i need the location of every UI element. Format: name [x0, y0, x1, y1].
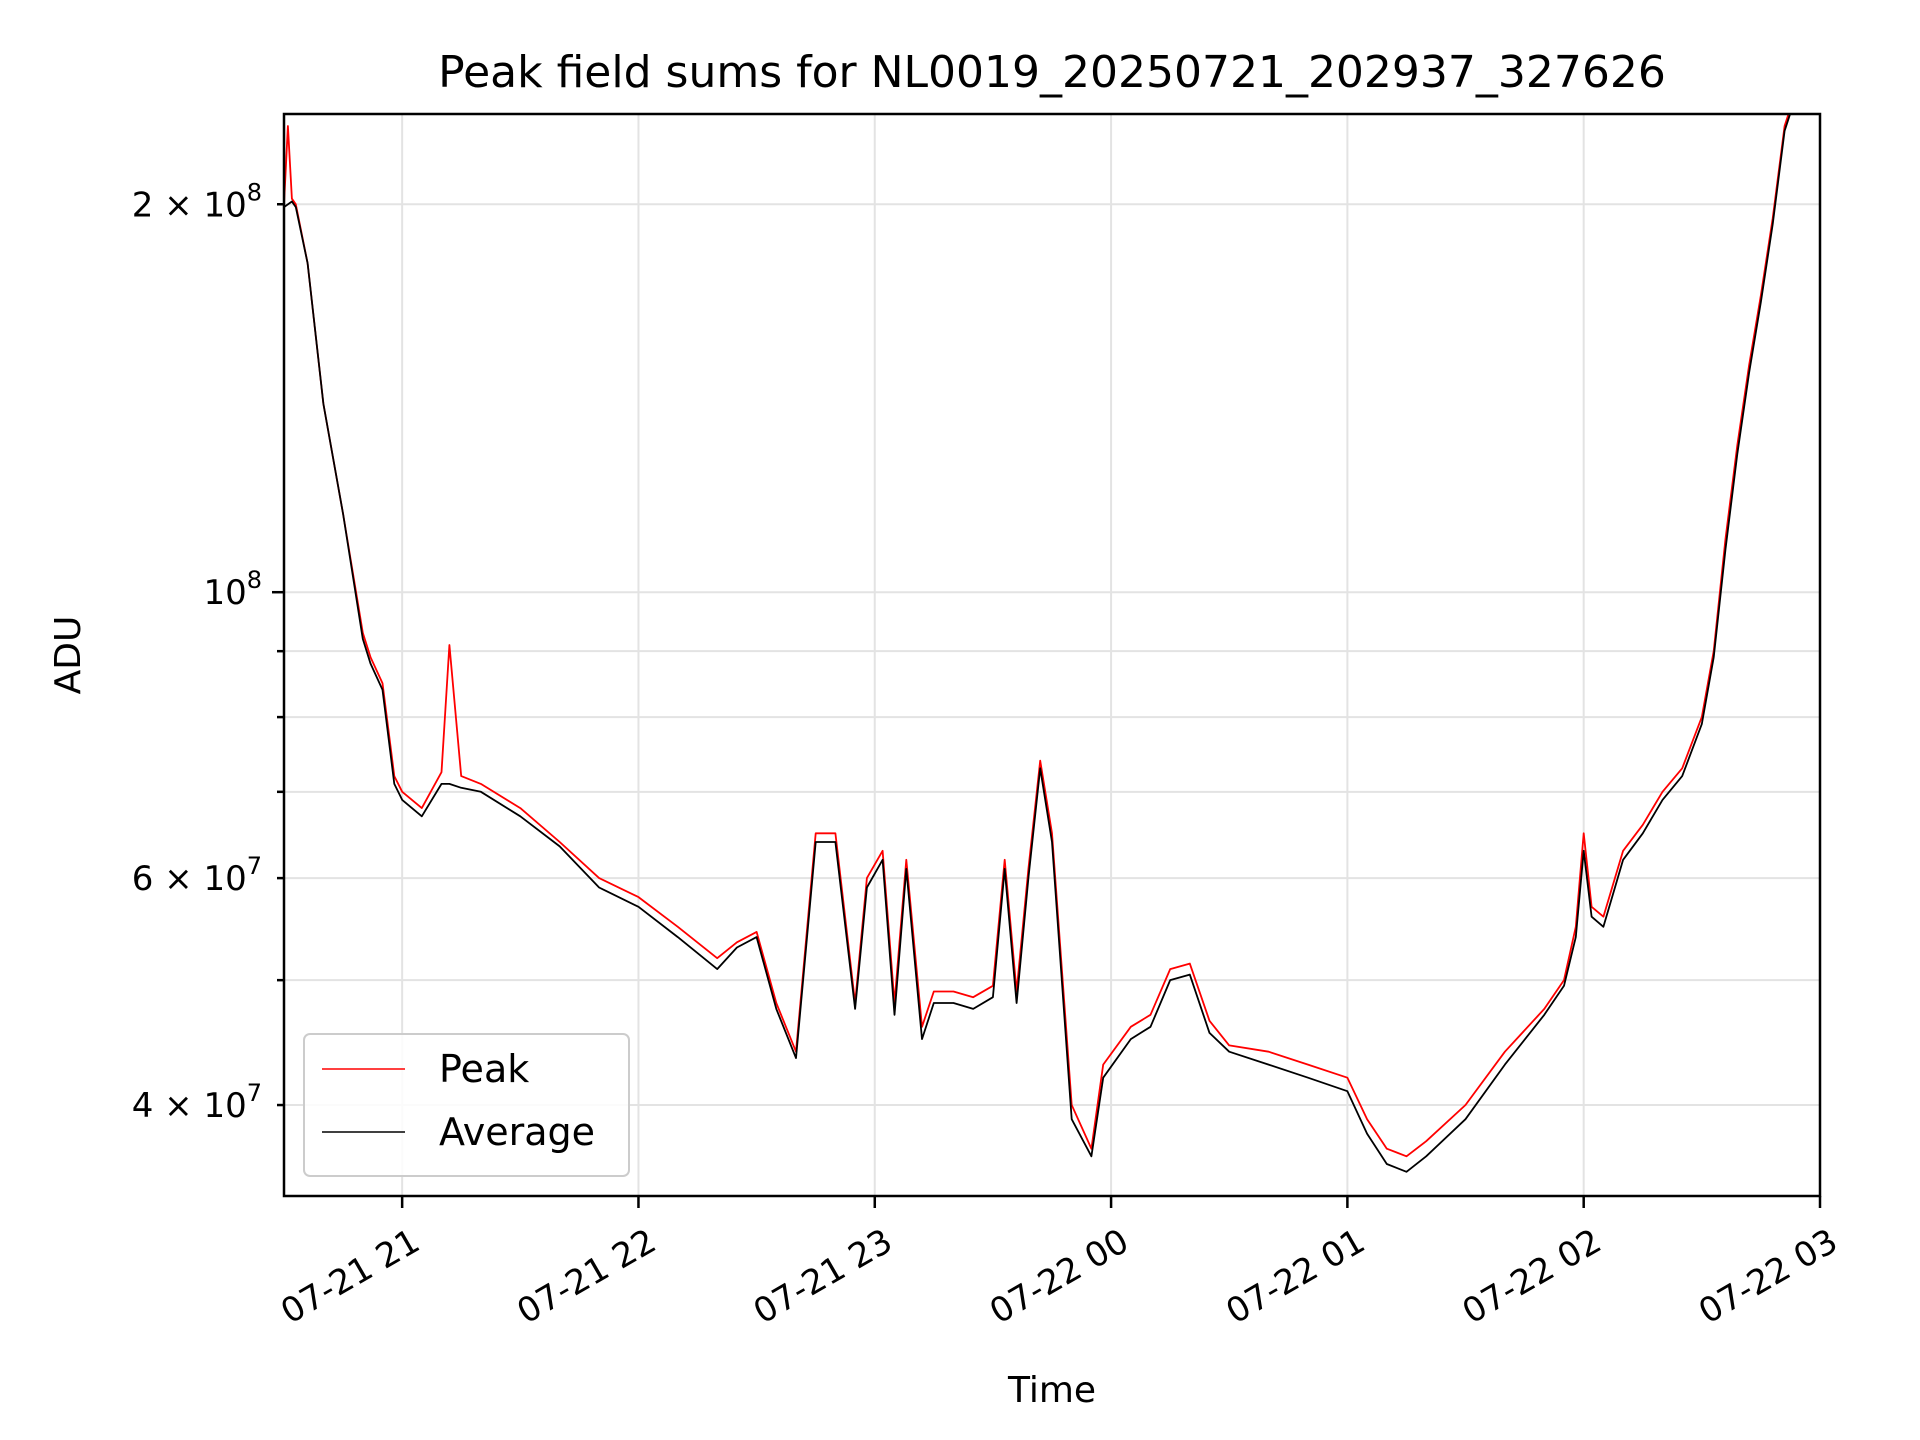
x-tick-label: 07-21 22 — [511, 1221, 663, 1332]
grid-lines — [284, 114, 1821, 1196]
x-tick-label: 07-22 00 — [983, 1221, 1135, 1332]
legend-label-peak: Peak — [439, 1047, 529, 1091]
x-tick-label: 07-22 02 — [1456, 1221, 1608, 1332]
x-axis-label: Time — [1007, 1370, 1096, 1411]
y-axis-label: ADU — [48, 616, 89, 695]
y-tick-label: 6 × 107 — [132, 852, 262, 899]
chart-title: Peak field sums for NL0019_20250721_2029… — [438, 47, 1666, 98]
x-tick-label: 07-22 03 — [1692, 1221, 1844, 1332]
x-tick-label: 07-22 01 — [1219, 1221, 1371, 1332]
x-tick-label: 07-21 23 — [747, 1221, 899, 1332]
series-layer — [284, 114, 1792, 1173]
x-axis: 07-21 21 07-21 22 07-21 23 07-22 00 07-22 01… — [274, 1196, 1845, 1332]
y-tick-label: 108 — [203, 566, 262, 613]
x-tick-label: 07-21 21 — [274, 1221, 426, 1332]
series-line-average — [284, 114, 1792, 1173]
plot-frame — [282, 112, 1822, 1198]
series-line-peak — [284, 114, 1790, 1158]
y-axis: 108 4 × 107 6 × 107 2 × 108 — [132, 178, 284, 1126]
legend: Peak Average — [303, 1033, 630, 1177]
legend-label-average: Average — [439, 1110, 595, 1154]
y-tick-label: 2 × 108 — [132, 178, 262, 225]
y-tick-label: 4 × 107 — [132, 1079, 262, 1126]
